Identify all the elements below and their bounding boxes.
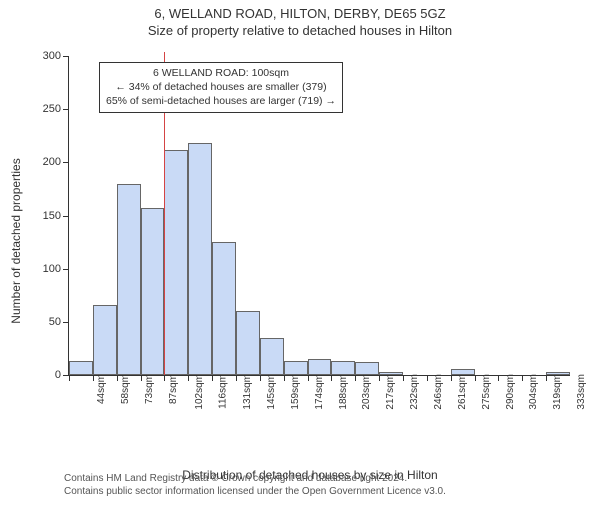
histogram-bar	[284, 361, 308, 375]
x-tick	[379, 375, 380, 381]
x-tick	[117, 375, 118, 381]
x-tick-label: 73sqm	[144, 374, 155, 404]
x-tick-label: 145sqm	[266, 374, 277, 410]
y-tick-label: 200	[35, 156, 61, 168]
x-tick-label: 319sqm	[552, 374, 563, 410]
histogram-bar	[212, 242, 236, 375]
x-tick	[498, 375, 499, 381]
x-tick	[308, 375, 309, 381]
y-tick	[63, 162, 69, 163]
histogram-bar	[331, 361, 355, 375]
x-tick-label: 58sqm	[120, 374, 131, 404]
y-tick	[63, 216, 69, 217]
x-tick-label: 203sqm	[361, 374, 372, 410]
y-tick	[63, 269, 69, 270]
y-tick-label: 100	[35, 263, 61, 275]
y-tick-label: 250	[35, 103, 61, 115]
histogram-bar	[117, 184, 141, 375]
page-subtitle: Size of property relative to detached ho…	[0, 23, 600, 38]
histogram-bar	[379, 372, 403, 375]
y-tick	[63, 322, 69, 323]
annotation-line: 65% of semi-detached houses are larger (…	[106, 94, 336, 108]
x-tick	[164, 375, 165, 381]
x-tick	[69, 375, 70, 381]
x-tick	[355, 375, 356, 381]
x-tick-label: 174sqm	[313, 374, 324, 410]
footer-line: Contains public sector information licen…	[64, 485, 446, 498]
plot-area: 05010015020025030044sqm58sqm73sqm87sqm10…	[68, 56, 570, 376]
x-tick-label: 304sqm	[528, 374, 539, 410]
y-tick-label: 50	[35, 316, 61, 328]
x-tick-label: 261sqm	[457, 374, 468, 410]
x-tick-label: 275sqm	[480, 374, 491, 410]
x-tick-label: 87sqm	[168, 374, 179, 404]
x-tick-label: 131sqm	[242, 374, 253, 410]
x-tick	[260, 375, 261, 381]
x-tick	[212, 375, 213, 381]
x-tick-label: 290sqm	[504, 374, 515, 410]
x-tick	[331, 375, 332, 381]
x-tick	[475, 375, 476, 381]
histogram-bar	[308, 359, 332, 375]
histogram-bar	[93, 305, 117, 375]
x-tick	[284, 375, 285, 381]
x-tick	[141, 375, 142, 381]
histogram-bar	[236, 311, 260, 375]
y-tick-label: 150	[35, 210, 61, 222]
x-tick	[188, 375, 189, 381]
y-tick-label: 0	[35, 369, 61, 381]
x-tick	[403, 375, 404, 381]
y-tick	[63, 109, 69, 110]
x-tick-label: 333sqm	[576, 374, 587, 410]
x-tick	[93, 375, 94, 381]
x-tick-label: 116sqm	[218, 374, 229, 409]
x-tick-label: 44sqm	[96, 374, 107, 404]
histogram-bar	[164, 150, 188, 375]
x-tick	[522, 375, 523, 381]
y-tick-label: 300	[35, 50, 61, 62]
histogram-bar	[355, 362, 379, 375]
x-tick	[451, 375, 452, 381]
annotation-line: 6 WELLAND ROAD: 100sqm	[106, 66, 336, 80]
x-tick	[236, 375, 237, 381]
histogram-bar	[546, 372, 570, 375]
histogram-bar	[141, 208, 165, 375]
histogram-bar	[69, 361, 93, 375]
x-tick-label: 246sqm	[433, 374, 444, 410]
x-tick-label: 188sqm	[337, 374, 348, 410]
annotation-box: 6 WELLAND ROAD: 100sqm← 34% of detached …	[99, 62, 343, 113]
y-axis-label: Number of detached properties	[9, 158, 23, 323]
footer-attribution: Contains HM Land Registry data © Crown c…	[64, 472, 446, 498]
x-tick	[427, 375, 428, 381]
page-title: 6, WELLAND ROAD, HILTON, DERBY, DE65 5GZ	[0, 6, 600, 21]
x-tick-label: 217sqm	[385, 374, 396, 410]
x-tick-label: 102sqm	[194, 374, 205, 410]
x-tick	[546, 375, 547, 381]
x-tick-label: 232sqm	[409, 374, 420, 410]
histogram-bar	[260, 338, 284, 375]
histogram-bar	[188, 143, 212, 375]
footer-line: Contains HM Land Registry data © Crown c…	[64, 472, 446, 485]
histogram-bar	[451, 369, 475, 375]
y-tick	[63, 56, 69, 57]
x-tick-label: 159sqm	[290, 374, 301, 410]
annotation-line: ← 34% of detached houses are smaller (37…	[106, 80, 336, 94]
chart-container: Number of detached properties 0501001502…	[40, 56, 580, 426]
